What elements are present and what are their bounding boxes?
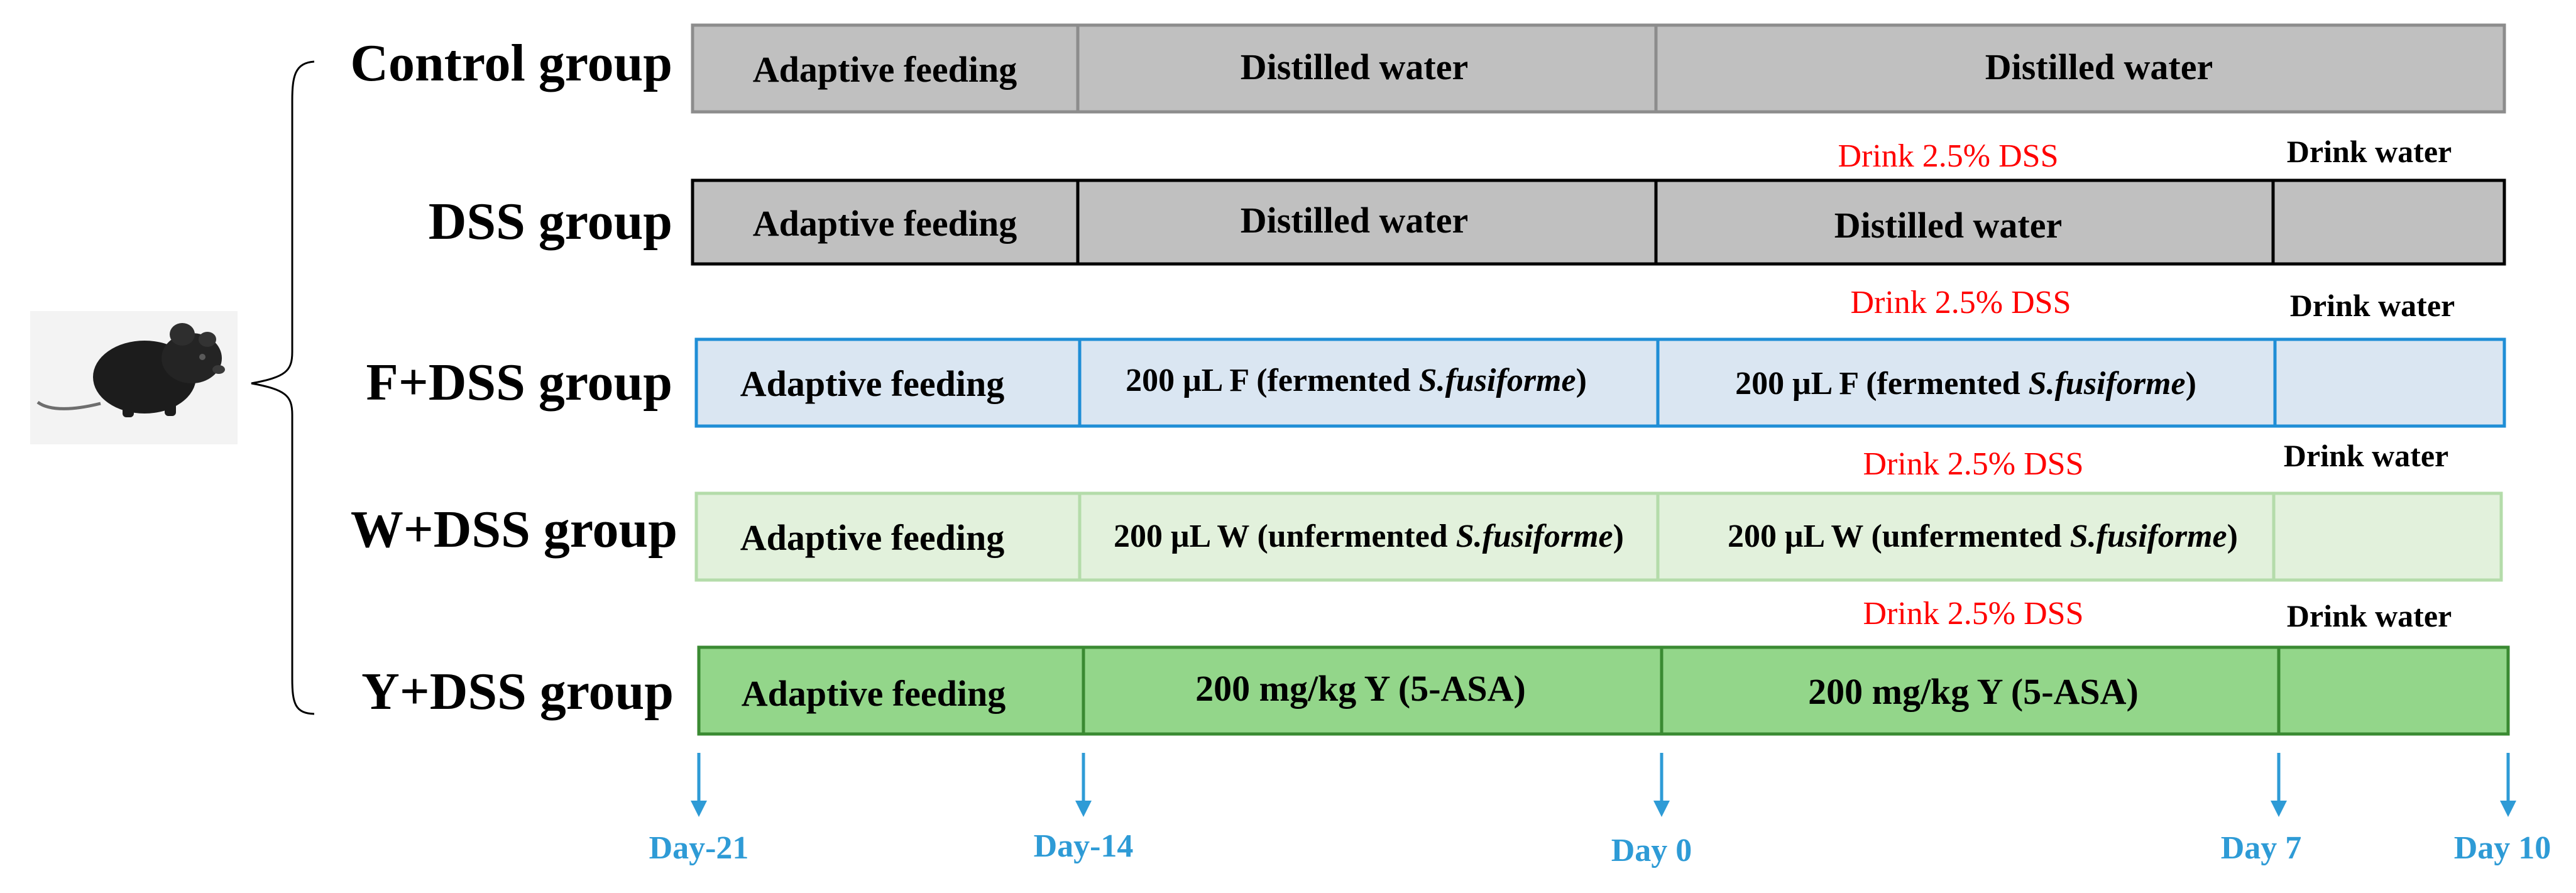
timeline: Day-21 Day-14 Day 0 Day 7 Day 10	[649, 753, 2551, 868]
cell-w-pre	[1078, 491, 1660, 582]
water-note-f: Drink water	[2290, 288, 2455, 323]
water-note-dss: Drink water	[2287, 134, 2452, 169]
row-dss: Drink 2.5% DSS Drink water Adaptive feed…	[691, 134, 2506, 266]
day-marker: Day 10	[2454, 753, 2551, 866]
cell-f-pre-prefix: 200 μL F (fermented	[1126, 363, 1419, 398]
cell-f-dss-label: 200 μL F (fermented S.fusiforme)	[1735, 366, 2196, 402]
cell-y-dss-label: 200 mg/kg Y (5-ASA)	[1808, 671, 2139, 712]
cell-control-adaptive-label: Adaptive feeding	[753, 49, 1017, 90]
day-label-7: Day 7	[2221, 830, 2302, 866]
day-marker: Day 7	[2221, 753, 2302, 866]
cell-f-dss-prefix: 200 μL F (fermented	[1735, 366, 2029, 402]
cell-control-pre	[1076, 23, 1658, 114]
cell-dss-adaptive-label: Adaptive feeding	[753, 203, 1017, 244]
cell-control-adaptive	[691, 23, 1080, 114]
cell-dss-pre-label: Distilled water	[1241, 200, 1468, 241]
cell-w-adaptive-label: Adaptive feeding	[740, 517, 1005, 558]
cell-f-dss	[1656, 337, 2277, 428]
cell-dss-water	[2271, 178, 2506, 266]
day-label-minus21: Day-21	[649, 830, 749, 866]
cell-w-pre-prefix: 200 μL W (unfermented	[1114, 518, 1456, 554]
row-control: Adaptive feeding Distilled water Distill…	[691, 23, 2506, 114]
cell-f-dss-species: S.fusiforme	[2029, 366, 2186, 402]
water-note-y: Drink water	[2287, 598, 2452, 633]
cell-control-pre-label: Distilled water	[1241, 47, 1468, 87]
cell-w-pre-species: S.fusiforme	[1456, 518, 1613, 554]
row-y-dss: Drink 2.5% DSS Drink water Adaptive feed…	[697, 596, 2510, 736]
cell-y-adaptive	[697, 645, 1085, 736]
cell-f-pre-label: 200 μL F (fermented S.fusiforme)	[1126, 363, 1587, 398]
cell-y-water	[2277, 645, 2510, 736]
cell-dss-pre	[1076, 178, 1658, 266]
cell-f-pre	[1078, 337, 1660, 428]
cell-w-dss-prefix: 200 μL W (unfermented	[1728, 518, 2070, 554]
cell-y-dss	[1660, 645, 2281, 736]
day-label-minus14: Day-14	[1034, 828, 1134, 864]
cell-f-pre-species: S.fusiforme	[1419, 363, 1576, 398]
cell-y-pre-label: 200 mg/kg Y (5-ASA)	[1195, 668, 1526, 709]
group-label-control: Control group	[350, 34, 672, 92]
dss-note-dss: Drink 2.5% DSS	[1838, 138, 2058, 174]
day-label-10: Day 10	[2454, 830, 2551, 866]
group-brace	[251, 60, 315, 715]
cell-f-adaptive	[694, 337, 1082, 428]
cell-control-post-label: Distilled water	[1985, 47, 2213, 87]
day-marker: Day-14	[1034, 753, 1134, 864]
group-label-dss: DSS group	[429, 192, 672, 251]
water-note-w: Drink water	[2284, 438, 2448, 473]
day-marker: Day-21	[649, 753, 749, 866]
cell-w-dss-species: S.fusiforme	[2070, 518, 2227, 554]
cell-w-dss-suffix: )	[2227, 518, 2238, 554]
cell-y-adaptive-label: Adaptive feeding	[742, 673, 1006, 714]
cell-control-post	[1654, 23, 2506, 114]
group-label-w-dss: W+DSS group	[351, 500, 677, 559]
cell-w-adaptive	[694, 491, 1082, 582]
cell-w-pre-label: 200 μL W (unfermented S.fusiforme)	[1114, 518, 1624, 554]
cell-w-pre-suffix: )	[1613, 518, 1624, 554]
cell-w-dss-label: 200 μL W (unfermented S.fusiforme)	[1728, 518, 2238, 554]
row-f-dss: Drink 2.5% DSS Drink water Adaptive feed…	[694, 285, 2506, 428]
dss-note-w: Drink 2.5% DSS	[1863, 446, 2083, 482]
dss-note-f: Drink 2.5% DSS	[1850, 285, 2071, 320]
dss-note-y: Drink 2.5% DSS	[1863, 596, 2083, 632]
day-label-0: Day 0	[1611, 833, 1692, 868]
mouse-icon	[30, 311, 238, 444]
day-marker: Day 0	[1611, 753, 1692, 868]
cell-w-water	[2272, 491, 2503, 582]
cell-f-water	[2273, 337, 2506, 428]
cell-f-dss-suffix: )	[2186, 366, 2196, 402]
row-w-dss: Drink 2.5% DSS Drink water Adaptive feed…	[694, 438, 2503, 582]
cell-f-pre-suffix: )	[1576, 363, 1587, 398]
group-label-f-dss: F+DSS group	[366, 353, 672, 412]
cell-dss-dss	[1654, 178, 2275, 266]
cell-f-adaptive-label: Adaptive feeding	[740, 363, 1005, 404]
cell-dss-dss-label: Distilled water	[1834, 205, 2062, 246]
cell-y-pre	[1082, 645, 1663, 736]
group-label-y-dss: Y+DSS group	[361, 662, 674, 721]
